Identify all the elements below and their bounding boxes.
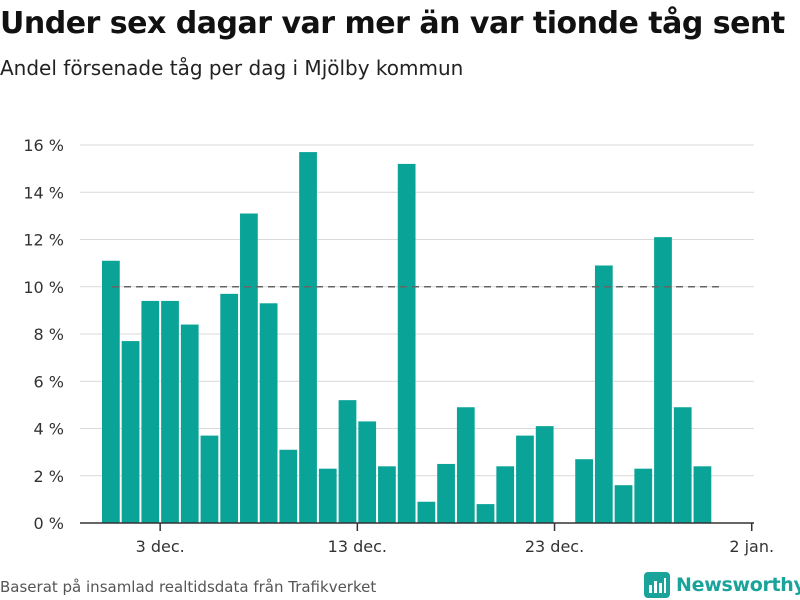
bar xyxy=(516,435,534,523)
chart-title: Under sex dagar var mer än var tionde tå… xyxy=(0,6,785,41)
bar xyxy=(456,407,475,523)
bar xyxy=(673,407,692,523)
y-tick-label: 16 % xyxy=(23,136,64,155)
bar xyxy=(693,466,712,523)
y-tick-label: 14 % xyxy=(23,183,64,202)
y-tick-label: 0 % xyxy=(34,514,64,533)
bar xyxy=(161,300,179,523)
bar xyxy=(240,213,258,523)
bar xyxy=(535,426,554,523)
y-tick-label: 6 % xyxy=(34,372,64,391)
y-tick-label: 12 % xyxy=(23,231,64,250)
bar xyxy=(358,421,377,523)
bar xyxy=(101,260,120,523)
y-tick-label: 2 % xyxy=(34,467,64,486)
x-tick-label: 13 dec. xyxy=(328,537,387,556)
chart-subtitle: Andel försenade tåg per dag i Mjölby kom… xyxy=(0,56,464,80)
bar xyxy=(575,459,593,523)
source-note: Baserat på insamlad realtidsdata från Tr… xyxy=(0,578,377,596)
bar xyxy=(180,324,199,523)
bar xyxy=(397,163,416,523)
x-tick-label: 3 dec. xyxy=(136,537,185,556)
y-tick-label: 8 % xyxy=(34,325,64,344)
bar xyxy=(299,152,317,523)
bar xyxy=(437,463,455,523)
bar xyxy=(594,265,613,523)
bar xyxy=(634,468,653,523)
brand-name: Newsworthy xyxy=(676,574,800,596)
bar xyxy=(220,293,239,523)
x-tick-label: 23 dec. xyxy=(525,537,584,556)
bar xyxy=(318,468,337,523)
bar-chart-logo-icon xyxy=(644,572,670,598)
bar xyxy=(259,303,278,523)
x-tick-label: 2 jan. xyxy=(729,537,774,556)
bar xyxy=(279,449,298,523)
bar xyxy=(654,237,672,523)
bar xyxy=(496,466,515,523)
bar xyxy=(417,501,436,523)
bar xyxy=(614,485,633,523)
brand-logo[interactable]: Newsworthy xyxy=(644,570,800,600)
bar xyxy=(338,400,357,523)
bar xyxy=(200,435,219,523)
bar xyxy=(378,466,396,523)
bar xyxy=(476,504,495,523)
bar xyxy=(121,341,140,523)
bar xyxy=(141,300,160,523)
y-tick-label: 4 % xyxy=(34,420,64,439)
y-tick-label: 10 % xyxy=(23,278,64,297)
